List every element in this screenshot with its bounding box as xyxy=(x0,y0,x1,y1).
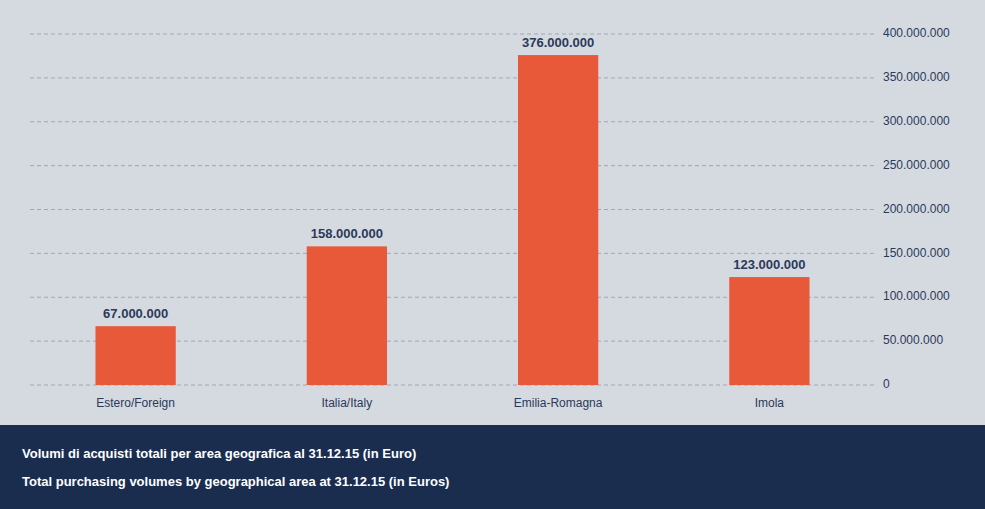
grid-line xyxy=(30,165,875,166)
data-label: 376.000.000 xyxy=(522,35,594,50)
grid xyxy=(30,34,875,385)
y-tick-label: 250.000.000 xyxy=(883,158,950,172)
bar xyxy=(307,246,387,385)
x-axis: Estero/Foreign Italia/Italy Emilia-Romagna… xyxy=(96,396,784,410)
grid-line xyxy=(30,209,875,210)
data-labels: 67.000.000 158.000.000 376.000.000 123.000.… xyxy=(103,35,805,321)
y-tick-label: 100.000.000 xyxy=(883,289,950,303)
subtitle: Total purchasing volumes by geographical… xyxy=(22,474,449,489)
x-tick-label: Imola xyxy=(755,396,785,410)
bar xyxy=(729,277,809,385)
footer: Volumi di acquisti totali per area geogr… xyxy=(0,425,985,509)
y-tick-label: 150.000.000 xyxy=(883,246,950,260)
bar xyxy=(518,55,598,385)
x-tick-label: Emilia-Romagna xyxy=(514,396,603,410)
bars xyxy=(95,55,809,385)
chart: 0 50.000.000 100.000.000 150.000.000 200.000… xyxy=(0,0,985,509)
background xyxy=(0,0,985,509)
y-tick-label: 400.000.000 xyxy=(883,26,950,40)
page: {"chart_data": {"type": "bar", "title": … xyxy=(0,0,985,509)
y-tick-label: 50.000.000 xyxy=(883,333,943,347)
data-label: 123.000.000 xyxy=(733,257,805,272)
y-tick-label: 200.000.000 xyxy=(883,202,950,216)
grid-line xyxy=(30,34,875,35)
y-axis: 0 50.000.000 100.000.000 150.000.000 200.000… xyxy=(883,26,950,391)
data-label: 67.000.000 xyxy=(103,306,168,321)
bar xyxy=(95,326,175,385)
footer-background xyxy=(0,425,985,509)
y-tick-label: 350.000.000 xyxy=(883,70,950,84)
grid-line xyxy=(30,77,875,78)
grid-line xyxy=(30,121,875,122)
x-tick-label: Estero/Foreign xyxy=(96,396,175,410)
y-tick-label: 0 xyxy=(883,377,890,391)
y-tick-label: 300.000.000 xyxy=(883,114,950,128)
x-tick-label: Italia/Italy xyxy=(322,396,373,410)
title: Volumi di acquisti totali per area geogr… xyxy=(22,446,416,461)
grid-line xyxy=(30,253,875,254)
data-label: 158.000.000 xyxy=(311,226,383,241)
